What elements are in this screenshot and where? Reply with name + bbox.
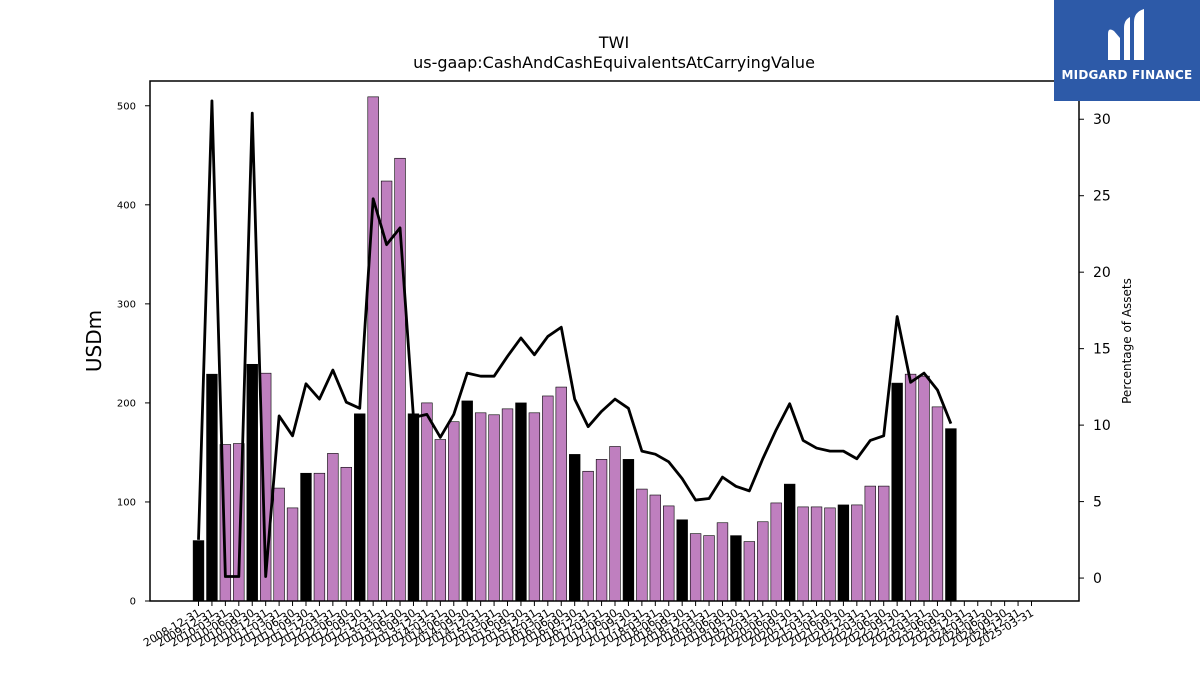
bar: [582, 470, 594, 602]
y2-tick-label: 15: [1093, 342, 1111, 358]
bar: [327, 453, 339, 602]
bar: [904, 373, 917, 602]
bar: [286, 507, 299, 602]
chart-title: TWI: [598, 33, 629, 52]
bar: [918, 375, 930, 602]
bar: [676, 519, 688, 602]
bar: [192, 540, 205, 602]
y2-tick-label: 0: [1093, 571, 1102, 587]
bar: [878, 485, 890, 602]
y-tick-label: 500: [117, 101, 136, 112]
bar: [448, 421, 460, 602]
bar: [783, 483, 796, 602]
y-axis-left: 0 100 200 300 400 500: [117, 101, 150, 608]
bar: [770, 502, 782, 602]
y-tick-label: 0: [130, 597, 136, 608]
bar: [716, 522, 729, 602]
y-tick-label: 300: [117, 299, 136, 310]
bar: [340, 466, 352, 602]
bar: [569, 454, 581, 602]
y2-tick-label: 25: [1093, 189, 1111, 205]
bar: [488, 414, 500, 602]
bar: [595, 459, 608, 602]
bar: [703, 535, 715, 602]
bar: [501, 408, 514, 602]
y2-tick-label: 10: [1093, 418, 1111, 434]
bar: [313, 472, 326, 602]
y2-tick-label: 5: [1093, 495, 1102, 511]
bar: [743, 541, 756, 602]
bar: [609, 446, 621, 602]
bar: [810, 506, 823, 602]
y2-tick-label: 20: [1093, 265, 1111, 281]
bar: [421, 402, 433, 602]
bar: [461, 400, 473, 602]
bar: [354, 413, 366, 602]
bar: [407, 413, 420, 602]
bar: [394, 157, 406, 602]
bar: [837, 504, 850, 602]
y-axis-right: 0 5 10 15 20 25 30: [1079, 112, 1111, 587]
y2-tick-label: 30: [1093, 112, 1111, 128]
bar: [864, 485, 876, 602]
bar: [945, 428, 957, 602]
bar: [891, 382, 903, 602]
bar: [931, 406, 944, 602]
bar: [515, 402, 527, 602]
bar: [474, 412, 487, 602]
bar: [622, 459, 635, 602]
logo-text: MIDGARD FINANCE: [1061, 68, 1193, 82]
bar: [528, 412, 541, 602]
bar: [757, 521, 769, 602]
y-axis-label: USDm: [82, 310, 106, 372]
line-layer: [197, 99, 953, 578]
bar: [649, 494, 661, 602]
bar: [797, 506, 809, 602]
x-axis: 2008-12-312009-12-312010-03-312010-06-30…: [141, 601, 1036, 650]
y-tick-label: 100: [117, 497, 136, 508]
bar: [851, 504, 863, 602]
bar: [730, 535, 742, 602]
bar: [367, 96, 379, 602]
midgard-finance-logo: MIDGARD FINANCE: [1054, 0, 1200, 101]
bar: [636, 488, 648, 602]
bar-group: [192, 96, 957, 602]
bar: [246, 363, 258, 602]
bar: [206, 373, 218, 602]
chart-subtitle: us-gaap:CashAndCashEquivalentsAtCarrying…: [413, 53, 815, 72]
bar: [689, 533, 702, 602]
bar: [663, 505, 675, 602]
bar: [273, 487, 285, 602]
y2-axis-label: Percentage of Assets: [1120, 278, 1134, 404]
bar: [824, 507, 836, 602]
bar: [555, 386, 567, 602]
series-line: [197, 99, 953, 578]
bar: [300, 472, 312, 602]
y-tick-label: 200: [117, 398, 136, 409]
bar: [542, 395, 554, 602]
y-tick-label: 400: [117, 200, 136, 211]
bar: [434, 439, 447, 602]
midgard-m-icon: [1108, 9, 1144, 60]
